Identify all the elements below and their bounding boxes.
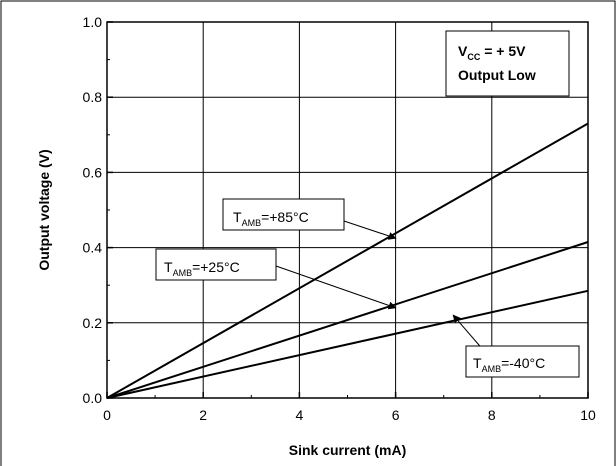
annotation-85-sub: AMB [242,218,262,228]
annotation-85: TAMB=+85°C [222,198,397,240]
annotation-85-t: T [233,209,242,225]
conditions-line-2: Output Low [458,67,536,83]
x-tick-label: 2 [199,407,207,423]
y-tick-label: 0.4 [83,240,103,256]
annotation-neg40: TAMB=-40°C [452,314,580,378]
series-line-0 [106,122,589,399]
annotation-label-85: TAMB=+85°C [233,209,309,228]
series-line-2 [106,289,589,399]
y-tick-label: 0.8 [83,89,103,105]
conditions-box: VCC = + 5V Output Low [445,30,570,97]
annotation-label-25: TAMB=+25°C [164,259,240,278]
series-line-1 [106,241,589,399]
x-tick-label: 4 [296,407,304,423]
annotation-neg40-value: =-40°C [501,355,545,371]
tick-group: 0 2 4 6 8 10 0.0 0.2 0.4 0.6 0.8 1.0 [83,14,596,423]
annotation-25-t: T [164,259,173,275]
conditions-box-frame [445,30,570,97]
annotation-25: TAMB=+25°C [155,248,397,310]
annotation-box-25 [155,248,277,281]
grid [107,22,588,398]
x-tick-label: 0 [103,407,111,423]
annotation-box-neg40 [465,345,580,378]
annotation-85-value: =+85°C [261,209,309,225]
vcc-value: = + 5V [480,43,526,59]
annotation-neg40-t: T [473,355,482,371]
annotation-25-sub: AMB [173,268,193,278]
y-tick-label: 1.0 [83,14,103,30]
annotation-arrow-25 [275,265,397,310]
vcc-sub: CC [467,52,480,62]
x-tick-label: 10 [580,407,596,423]
annotation-arrow-85 [343,220,397,240]
conditions-line-1: VCC = + 5V [458,43,526,62]
y-tick-label: 0.6 [83,164,103,180]
vcc-v: V [458,43,468,59]
annotation-25-value: =+25°C [192,259,240,275]
y-tick-label: 0.2 [83,315,103,331]
y-tick-label: 0.0 [83,390,103,406]
y-axis-label: Output voltage (V) [36,149,52,270]
annotation-neg40-sub: AMB [482,364,502,374]
annotation-label-neg40: TAMB=-40°C [473,355,545,374]
x-tick-label: 6 [392,407,400,423]
annotation-box-85 [222,198,345,231]
series-group [106,122,589,399]
x-axis-label: Sink current (mA) [289,442,406,458]
x-tick-label: 8 [488,407,496,423]
